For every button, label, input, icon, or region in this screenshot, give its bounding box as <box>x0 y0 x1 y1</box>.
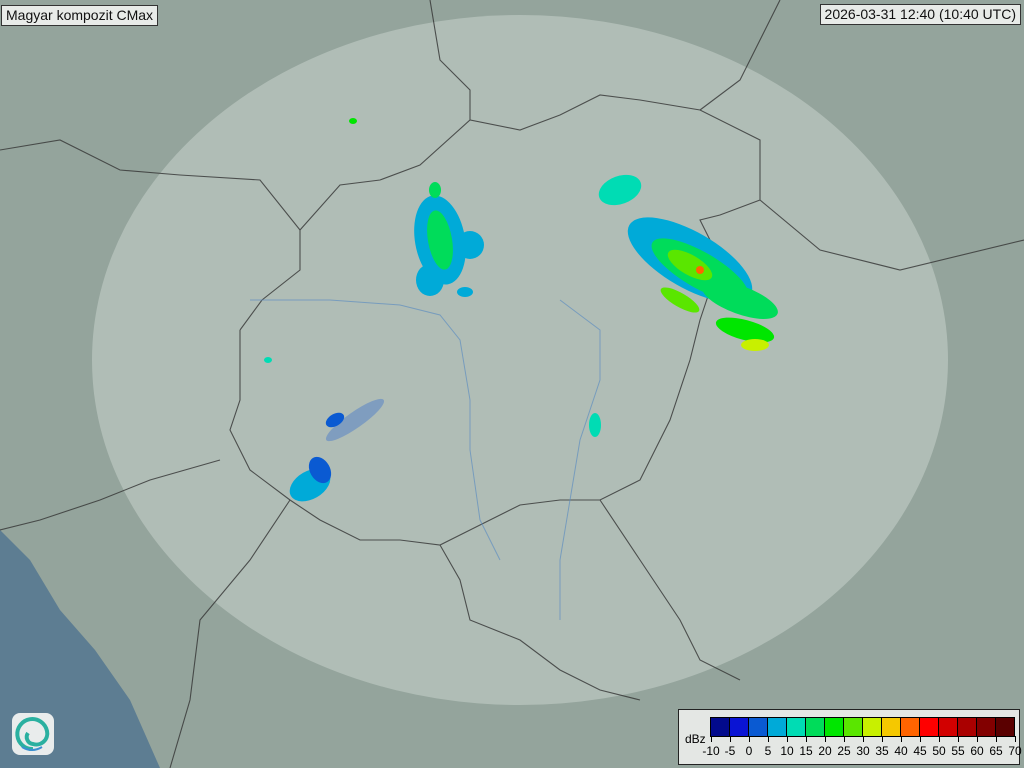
radar-echo <box>457 287 473 297</box>
legend-swatch <box>996 718 1014 736</box>
legend-tick-label: 50 <box>932 744 946 758</box>
radar-echo <box>589 413 601 437</box>
legend-tick-mark <box>768 736 769 742</box>
radar-echo <box>715 317 775 343</box>
radar-echo <box>349 118 357 124</box>
legend-swatch <box>977 718 996 736</box>
radar-coverage-area <box>92 15 948 705</box>
legend-tick-label: 5 <box>764 744 772 758</box>
legend-swatch <box>711 718 730 736</box>
legend-unit: dBz <box>685 732 706 746</box>
legend-swatch <box>882 718 901 736</box>
legend-tick-label: 65 <box>989 744 1003 758</box>
legend-swatch <box>787 718 806 736</box>
swirl-logo-icon <box>12 713 54 755</box>
legend-swatch <box>939 718 958 736</box>
product-title: Magyar kompozit CMax <box>1 5 159 26</box>
radar-echo <box>741 339 769 351</box>
rivers <box>250 299 601 620</box>
legend-tick-mark <box>711 736 712 742</box>
dbz-legend: dBz -10 -5 0 5 10 15 20 25 30 35 40 45 50 55 60 65 70 <box>678 709 1022 765</box>
legend-tick-mark <box>920 736 921 742</box>
radar-echo <box>429 182 441 198</box>
legend-swatch <box>768 718 787 736</box>
legend-tick-mark <box>882 736 883 742</box>
legend-tick-label: 40 <box>894 744 908 758</box>
radar-echo <box>325 412 345 428</box>
radar-echo <box>702 281 778 319</box>
legend-swatch <box>806 718 825 736</box>
legend-tick-label: 10 <box>780 744 794 758</box>
radar-echo <box>416 264 444 296</box>
legend-tick-mark <box>958 736 959 742</box>
radar-echo <box>696 266 704 274</box>
legend-swatch <box>730 718 749 736</box>
legend-tick-label: -5 <box>724 744 736 758</box>
legend-tick-label: -10 <box>702 744 720 758</box>
legend-tick-label: 20 <box>818 744 832 758</box>
timestamp-label: 2026-03-31 12:40 (10:40 UTC) <box>819 4 1021 25</box>
radar-echo <box>660 287 700 313</box>
legend-swatch <box>749 718 768 736</box>
legend-tick-mark <box>901 736 902 742</box>
legend-tick-mark <box>730 736 731 742</box>
legend-swatch <box>844 718 863 736</box>
legend-tick-label: 25 <box>837 744 851 758</box>
legend-tick-mark <box>806 736 807 742</box>
legend-tick-label: 45 <box>913 744 927 758</box>
legend-tick-mark <box>844 736 845 742</box>
legend-swatch <box>901 718 920 736</box>
radar-echo <box>598 174 642 206</box>
legend-tick-label: 60 <box>970 744 984 758</box>
legend-tick-mark <box>749 736 750 742</box>
legend-tick-mark <box>996 736 997 742</box>
legend-tick-mark <box>977 736 978 742</box>
legend-color-bar <box>710 717 1015 737</box>
legend-tick-label: 0 <box>745 744 753 758</box>
radar-echo <box>456 231 484 259</box>
legend-swatch <box>825 718 844 736</box>
legend-tick-mark <box>939 736 940 742</box>
radar-echoes <box>264 118 778 502</box>
legend-tick-label: 35 <box>875 744 889 758</box>
legend-tick-mark <box>787 736 788 742</box>
legend-tick-mark <box>825 736 826 742</box>
legend-swatch <box>863 718 882 736</box>
legend-tick-label: 55 <box>951 744 965 758</box>
legend-swatch <box>958 718 977 736</box>
radar-echo <box>427 210 453 270</box>
legend-tick-label: 70 <box>1008 744 1022 758</box>
legend-swatch <box>920 718 939 736</box>
legend-tick-label: 15 <box>799 744 813 758</box>
radar-echo <box>308 456 332 484</box>
legend-tick-mark <box>1015 736 1016 742</box>
legend-tick-label: 30 <box>856 744 870 758</box>
lake-balaton <box>325 398 385 442</box>
radar-echo <box>264 357 272 363</box>
sea <box>0 530 160 768</box>
legend-tick-mark <box>863 736 864 742</box>
